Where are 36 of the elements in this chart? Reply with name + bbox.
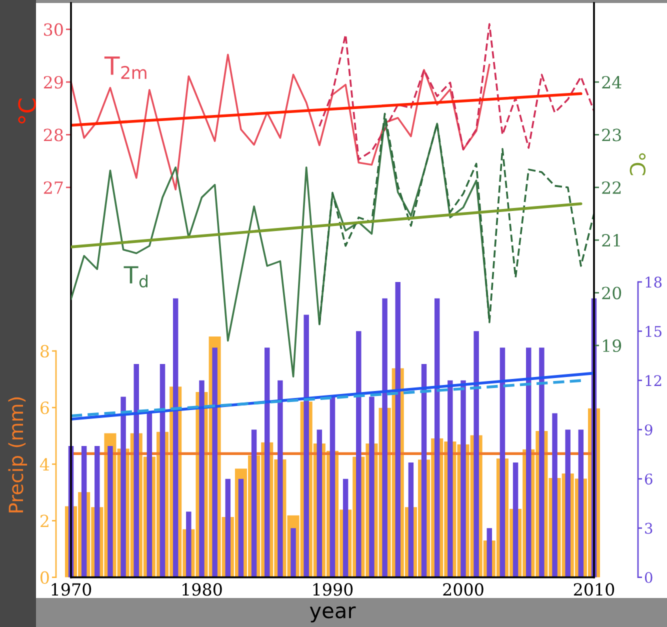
line-series (71, 118, 490, 378)
y-tick-label: 30 (44, 23, 63, 36)
y-axis-title: °C (18, 98, 36, 124)
x-tick-label: 2010 (574, 583, 614, 596)
x-tick-label: 2000 (443, 583, 484, 596)
x-axis-title: year (310, 606, 356, 622)
series-label: T$_{2m}$ (104, 56, 146, 79)
y2-tick-label: 20 (602, 286, 622, 300)
y-axis-title: Precip (mm) (8, 397, 28, 512)
y-tick-label: 2 (40, 514, 48, 528)
y-tick-label: 6 (40, 402, 49, 414)
y2-tick-label: 15 (646, 326, 662, 337)
y2-tick-label: 24 (602, 76, 622, 88)
line-series (318, 23, 594, 160)
series-label: T$_{d}$ (124, 266, 148, 288)
y2-tick-label: 18 (646, 276, 662, 288)
y-tick-label: 8 (40, 344, 49, 358)
y2-tick-label: 12 (646, 375, 662, 386)
y2-tick-label: 23 (602, 128, 621, 142)
y-tick-label: 4 (40, 458, 50, 470)
y-tick-label: 28 (44, 128, 63, 142)
x-tick-label: 1980 (182, 583, 222, 596)
y2-tick-label: 19 (603, 339, 622, 352)
y2-tick-label: 9 (644, 424, 652, 436)
line-series (318, 112, 594, 326)
y2-tick-label: 22 (602, 181, 621, 194)
x-tick-label: 1970 (52, 583, 92, 596)
y2-tick-label: 6 (644, 474, 652, 485)
y2-tick-label: 0 (644, 572, 652, 584)
y-tick-label: 0 (40, 571, 49, 584)
y2-tick-label: 3 (645, 522, 652, 534)
y-tick-label: 27 (44, 181, 63, 194)
y-tick-label: 29 (44, 76, 63, 89)
x-tick-label: 1990 (313, 583, 353, 596)
y2-tick-label: 21 (602, 234, 620, 246)
y2-axis-title: °C (630, 153, 646, 176)
